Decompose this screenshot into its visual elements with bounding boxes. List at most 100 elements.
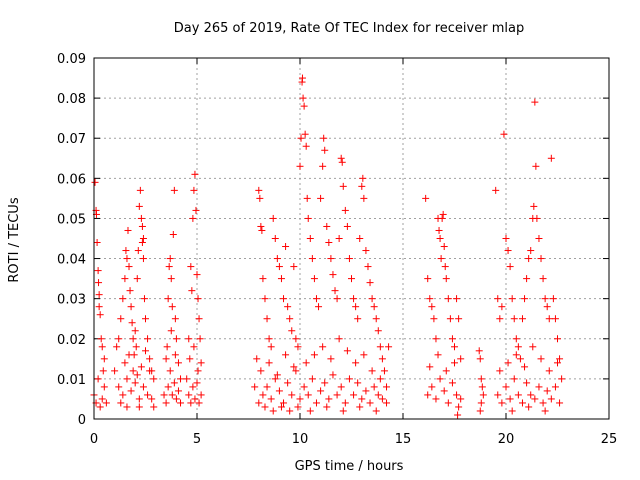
- data-point: [284, 303, 292, 311]
- data-point: [378, 395, 386, 403]
- y-tick-label: 0.06: [57, 172, 86, 187]
- data-point: [275, 263, 283, 271]
- data-point: [478, 383, 486, 391]
- data-point: [530, 202, 538, 210]
- data-point: [170, 186, 178, 194]
- data-point: [457, 355, 465, 363]
- data-point: [543, 387, 551, 395]
- data-point: [350, 295, 358, 303]
- data-point: [426, 295, 434, 303]
- data-point: [439, 210, 447, 218]
- data-point: [97, 335, 105, 343]
- y-tick-label: 0.08: [57, 92, 86, 107]
- data-point: [477, 399, 485, 407]
- data-point: [343, 347, 351, 355]
- data-point: [345, 255, 353, 263]
- data-point: [448, 335, 456, 343]
- data-point: [378, 355, 386, 363]
- data-point: [286, 315, 294, 323]
- y-axis-label: ROTI / TECUs: [7, 197, 22, 282]
- data-point: [300, 102, 308, 110]
- data-point: [498, 303, 506, 311]
- data-point: [193, 271, 201, 279]
- data-point: [537, 355, 545, 363]
- data-point: [494, 295, 502, 303]
- data-point: [160, 391, 168, 399]
- data-point: [343, 222, 351, 230]
- y-tick-label: 0.05: [57, 212, 86, 227]
- data-point: [541, 295, 549, 303]
- data-point: [510, 375, 518, 383]
- data-point: [533, 214, 541, 222]
- data-point: [251, 383, 259, 391]
- data-point: [171, 351, 179, 359]
- data-point: [323, 222, 331, 230]
- data-point: [440, 243, 448, 251]
- data-point: [296, 395, 304, 403]
- data-point: [142, 347, 149, 355]
- data-point: [259, 275, 267, 283]
- data-point: [315, 303, 323, 311]
- data-point: [518, 399, 526, 407]
- data-point: [510, 315, 518, 323]
- data-point: [451, 343, 458, 351]
- data-point: [327, 255, 335, 263]
- data-point: [95, 279, 103, 287]
- data-point: [131, 327, 139, 335]
- data-point: [121, 275, 129, 283]
- data-point: [167, 327, 175, 335]
- data-point: [448, 379, 456, 387]
- data-point: [504, 359, 512, 367]
- data-point: [282, 351, 290, 359]
- data-point: [117, 315, 125, 323]
- data-point: [139, 255, 147, 263]
- data-point: [150, 403, 158, 411]
- data-point: [380, 367, 388, 375]
- data-point: [323, 403, 331, 411]
- data-point: [442, 275, 450, 283]
- data-point: [166, 255, 174, 263]
- data-point: [286, 407, 294, 415]
- data-point: [529, 343, 537, 351]
- data-point: [261, 403, 269, 411]
- data-point: [453, 295, 461, 303]
- data-point: [527, 391, 535, 399]
- data-point: [280, 399, 288, 407]
- data-point: [341, 206, 349, 214]
- data-point: [551, 383, 559, 391]
- data-point: [532, 162, 540, 170]
- data-point: [366, 279, 374, 287]
- data-point: [93, 239, 101, 247]
- data-point: [267, 395, 275, 403]
- data-point: [438, 214, 446, 222]
- y-tick-label: 0.02: [57, 333, 86, 348]
- data-point: [500, 130, 508, 138]
- data-point: [523, 275, 531, 283]
- data-point: [253, 355, 261, 363]
- data-point: [436, 235, 444, 242]
- data-point: [137, 214, 145, 222]
- data-point: [531, 98, 539, 106]
- data-point: [189, 383, 197, 391]
- data-point: [383, 399, 391, 407]
- data-point: [273, 371, 281, 379]
- data-point: [177, 399, 185, 407]
- data-point: [139, 235, 147, 242]
- data-point: [341, 399, 349, 407]
- data-point: [545, 367, 553, 375]
- data-point: [290, 263, 298, 271]
- data-point: [162, 355, 170, 363]
- data-point: [288, 327, 296, 335]
- data-point: [359, 174, 367, 182]
- data-point: [376, 343, 384, 351]
- data-point: [477, 375, 485, 383]
- data-point: [265, 359, 273, 367]
- y-tick-label: 0.01: [57, 373, 86, 388]
- data-point: [454, 411, 462, 419]
- data-point: [133, 371, 141, 379]
- data-point: [191, 170, 199, 178]
- data-point: [102, 399, 110, 407]
- chart-title: Day 265 of 2019, Rate Of TEC Index for r…: [174, 21, 524, 36]
- data-point: [446, 315, 454, 323]
- data-point: [339, 407, 347, 415]
